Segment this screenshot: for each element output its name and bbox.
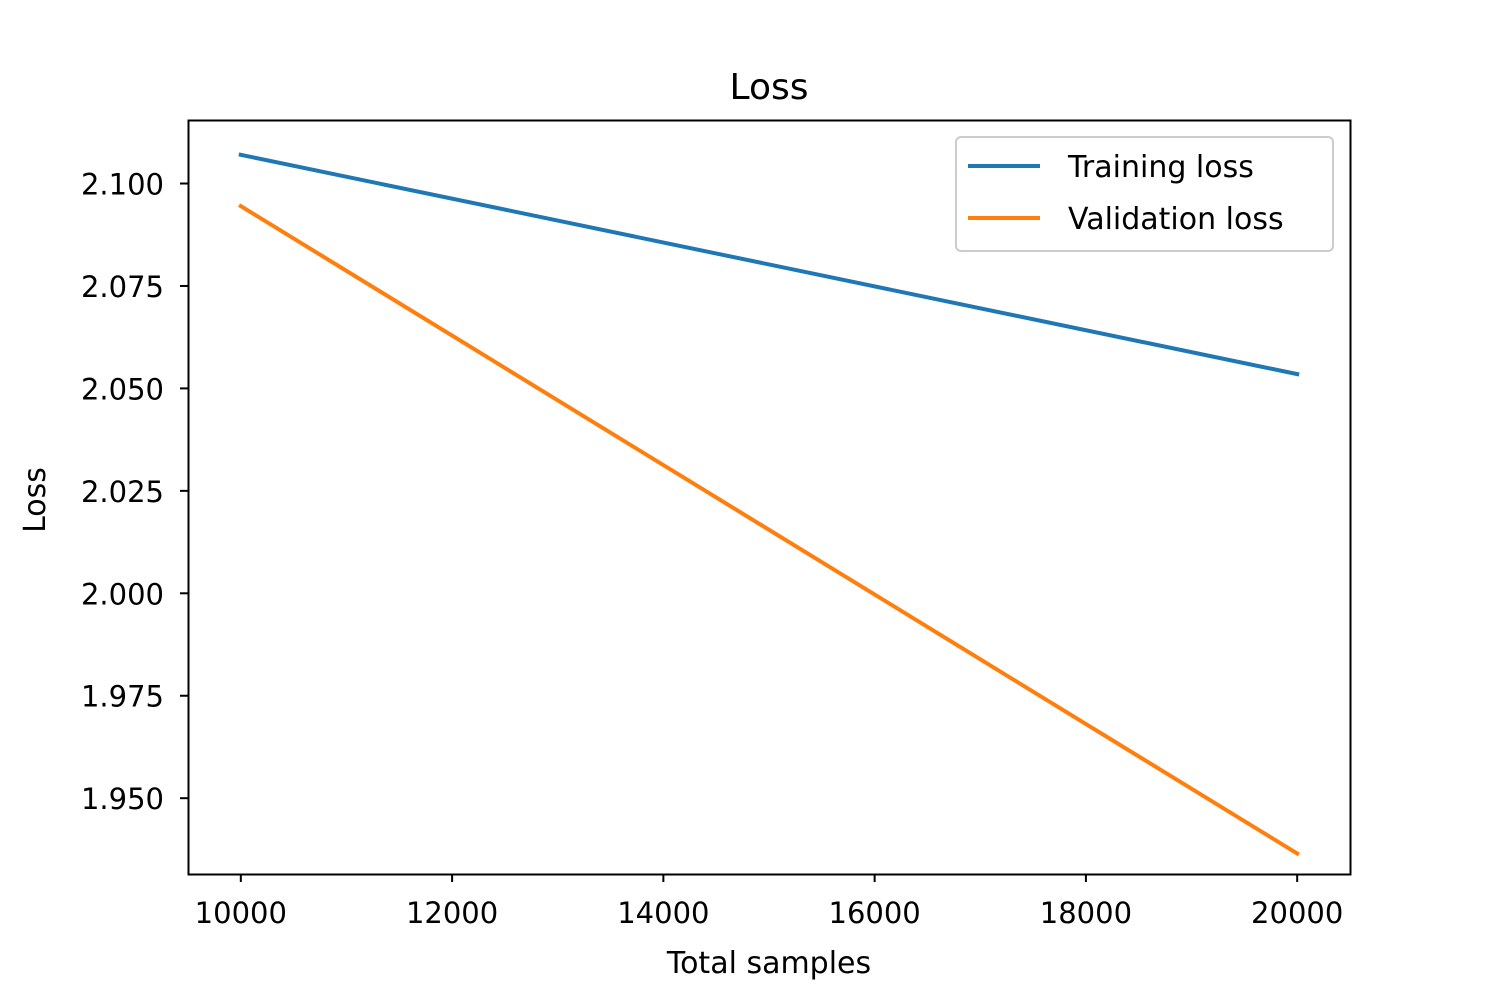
y-tick-label: 2.050 xyxy=(81,372,164,406)
legend-label-2: Validation loss xyxy=(1068,202,1284,237)
x-tick-label: 20000 xyxy=(1251,896,1343,930)
y-tick-label: 1.975 xyxy=(81,680,164,714)
y-tick-label: 1.950 xyxy=(81,782,164,816)
y-tick-label: 2.075 xyxy=(81,270,164,304)
legend: Training loss Validation loss xyxy=(955,136,1334,252)
x-tick-label: 14000 xyxy=(617,896,709,930)
y-tick-label: 2.100 xyxy=(81,168,164,202)
series-line-2 xyxy=(238,203,1300,857)
y-axis-ticks: 1.950 1.975 2.000 2.025 2.050 2.075 2.100 xyxy=(81,168,188,816)
legend-box xyxy=(955,136,1334,252)
y-tick-label: 2.025 xyxy=(81,475,164,509)
legend-label-1: Training loss xyxy=(1067,150,1254,185)
series-line-1 xyxy=(238,152,1300,377)
plot-frame xyxy=(187,119,1352,876)
series-layer xyxy=(238,152,1300,857)
y-axis-title: Loss xyxy=(18,467,53,533)
y-tick-label: 2.000 xyxy=(81,577,164,611)
x-axis-ticks: 10000 12000 14000 16000 18000 20000 xyxy=(195,874,1343,930)
chart-title: Loss xyxy=(730,67,809,108)
x-tick-label: 18000 xyxy=(1040,896,1132,930)
x-tick-label: 16000 xyxy=(829,896,921,930)
x-tick-label: 10000 xyxy=(195,896,287,930)
x-tick-label: 12000 xyxy=(406,896,498,930)
x-axis-title: Total samples xyxy=(666,946,871,981)
